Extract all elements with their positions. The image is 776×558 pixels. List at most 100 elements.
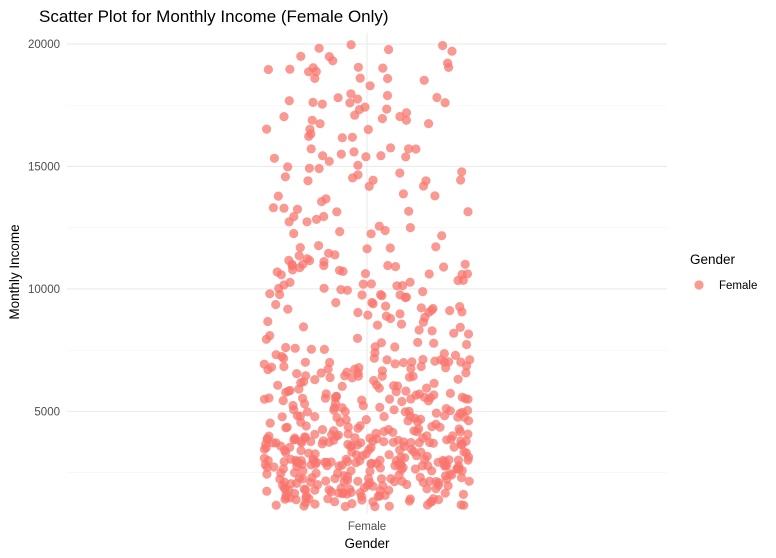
data-point (324, 156, 334, 166)
data-point (353, 160, 363, 170)
data-point (421, 176, 431, 186)
data-point (398, 358, 409, 368)
data-point (422, 500, 433, 510)
data-point (431, 242, 441, 252)
data-point (461, 436, 471, 446)
data-point (343, 439, 353, 449)
data-point (317, 425, 328, 435)
data-point (308, 97, 318, 107)
data-point (292, 204, 303, 214)
data-point (279, 112, 289, 122)
data-point (332, 207, 342, 217)
data-point (377, 114, 387, 124)
data-point (361, 449, 371, 459)
data-point (384, 44, 394, 55)
data-point (333, 468, 343, 478)
data-point (302, 407, 313, 417)
data-point (310, 73, 320, 83)
data-point (268, 203, 278, 213)
data-point (436, 355, 446, 365)
data-point (294, 384, 304, 394)
y-axis-title: Monthly Income (7, 224, 22, 319)
data-point (310, 499, 320, 509)
data-point (456, 500, 466, 510)
data-point (453, 412, 463, 422)
data-point (262, 124, 272, 134)
data-point (298, 474, 308, 484)
data-point (363, 473, 374, 484)
data-point (449, 442, 459, 452)
data-point (347, 132, 357, 142)
data-point (397, 476, 407, 486)
x-axis-title: Gender (344, 536, 390, 551)
data-point (326, 487, 336, 497)
data-point (440, 98, 450, 108)
data-point (324, 52, 334, 62)
data-point (416, 361, 426, 372)
data-point (279, 203, 289, 213)
data-point (460, 259, 470, 269)
data-point (457, 167, 467, 177)
data-point (310, 449, 320, 459)
data-point (269, 153, 279, 163)
data-point (419, 75, 429, 85)
data-point (414, 325, 424, 335)
data-point (353, 368, 363, 378)
data-point (462, 361, 472, 371)
data-point (345, 98, 355, 108)
data-point (378, 63, 388, 73)
data-point (444, 357, 454, 367)
data-point (429, 390, 439, 400)
data-point (296, 51, 306, 62)
data-point (430, 191, 440, 201)
data-point (296, 417, 306, 427)
data-point (340, 371, 350, 381)
data-point (464, 476, 474, 486)
data-point (395, 309, 405, 319)
data-point (422, 451, 432, 461)
data-point (343, 422, 353, 432)
data-point (306, 129, 316, 139)
data-point (262, 434, 272, 444)
data-point (276, 270, 286, 280)
data-point (431, 476, 441, 487)
data-point (411, 144, 421, 154)
data-point (427, 326, 437, 336)
data-point (337, 403, 347, 413)
data-point (361, 152, 371, 162)
data-point (352, 94, 363, 104)
data-point (319, 283, 329, 293)
data-point (269, 462, 279, 472)
data-point (352, 440, 362, 450)
data-point (369, 353, 379, 363)
data-point (283, 162, 293, 172)
data-point (336, 285, 346, 295)
data-point (369, 375, 379, 386)
data-point (320, 393, 330, 403)
data-point (366, 229, 376, 239)
data-point (449, 328, 459, 338)
data-point (304, 163, 314, 173)
data-point (401, 115, 411, 125)
data-point (358, 401, 368, 411)
data-point (420, 392, 430, 402)
data-point (302, 217, 312, 227)
data-point (262, 486, 272, 496)
data-point (382, 355, 392, 365)
data-point (379, 427, 389, 437)
data-point (390, 262, 401, 272)
data-point (348, 173, 358, 183)
data-point (398, 281, 408, 291)
data-point (306, 144, 316, 154)
data-point (353, 62, 363, 72)
data-point (404, 206, 414, 216)
data-point (295, 243, 305, 253)
data-point (409, 447, 419, 457)
data-point (327, 430, 337, 440)
data-point (346, 89, 356, 99)
data-point (306, 344, 316, 354)
data-point (428, 494, 438, 504)
data-point (265, 418, 275, 428)
data-point (422, 383, 432, 393)
